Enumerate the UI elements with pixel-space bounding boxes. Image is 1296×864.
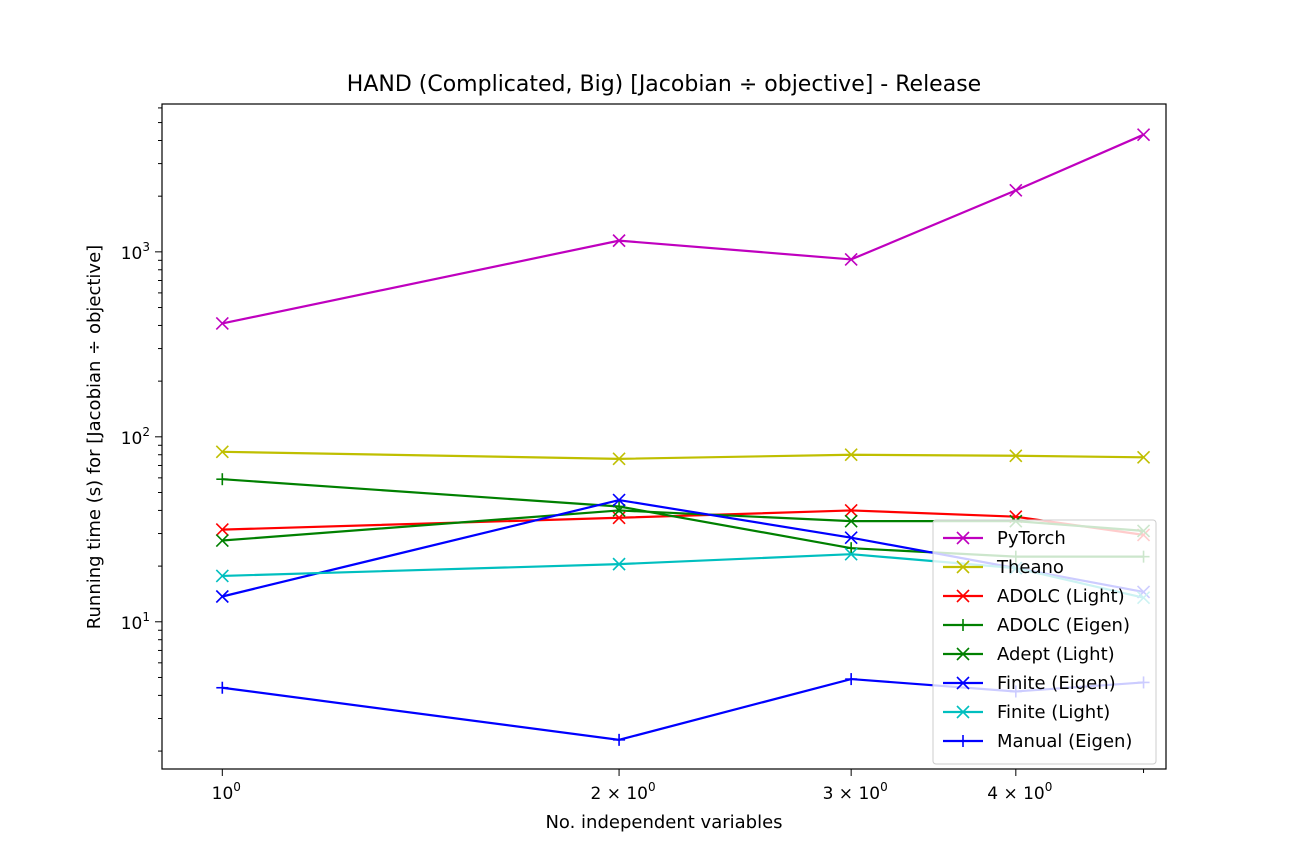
series-5-point-1 — [612, 493, 626, 507]
x-tick-label-0: 100 — [212, 780, 241, 804]
legend-marker — [956, 705, 970, 719]
series-1-point-4 — [1136, 450, 1151, 464]
legend-item-2: ADOLC (Light) — [943, 586, 1125, 607]
legend-label: ADOLC (Eigen) — [997, 615, 1130, 636]
series-4-point-2 — [844, 514, 858, 528]
legend-label: ADOLC (Light) — [997, 586, 1125, 607]
x-axis-label: No. independent variables — [545, 812, 782, 833]
series-1-point-3 — [1009, 449, 1023, 463]
series-6-point-1 — [612, 557, 626, 571]
series-0 — [215, 128, 1151, 331]
legend-item-6: Finite (Light) — [943, 702, 1110, 723]
legend-item-7: Manual (Eigen) — [943, 731, 1132, 752]
legend-item-1: Theano — [943, 557, 1064, 578]
chart-title: HAND (Complicated, Big) [Jacobian ÷ obje… — [347, 72, 981, 97]
series-4-point-0 — [215, 533, 229, 548]
legend-box — [932, 519, 1157, 765]
series-5-point-2 — [844, 531, 858, 545]
series-6-point-2 — [844, 547, 858, 561]
legend-label: PyTorch — [997, 528, 1066, 549]
legend-label: Finite (Eigen) — [997, 673, 1116, 694]
legend-marker — [956, 531, 970, 545]
legend-label: Theano — [996, 557, 1064, 578]
x-tick-label-1: 2 × 100 — [590, 780, 655, 804]
series-0-point-4 — [1136, 128, 1151, 142]
legend-item-4: Adept (Light) — [943, 644, 1115, 665]
series-2-point-0 — [215, 523, 229, 537]
y-tick-label-0: 101 — [121, 610, 150, 634]
y-axis-ticks: 101 102 103 — [121, 107, 162, 752]
x-axis-ticks: 100 2 × 100 3 × 100 4 × 100 — [212, 769, 1145, 804]
series-7-point-2 — [845, 673, 858, 686]
legend-marker — [956, 560, 970, 574]
series-0-point-1 — [612, 234, 626, 248]
y-tick-label-2: 103 — [121, 240, 150, 264]
legend-marker — [957, 735, 969, 747]
legend-marker — [956, 647, 970, 661]
series-1 — [215, 445, 1151, 466]
legend-marker — [956, 676, 970, 690]
x-tick-label-3: 4 × 100 — [987, 780, 1052, 804]
series-1-point-1 — [612, 452, 626, 466]
series-5-point-0 — [215, 589, 229, 604]
legend-item-0: PyTorch — [943, 528, 1066, 549]
legend-marker — [957, 619, 969, 631]
series-3-point-2 — [845, 542, 858, 555]
series-0-point-3 — [1009, 183, 1023, 197]
legend-marker — [956, 589, 970, 603]
series-1-point-2 — [844, 448, 858, 462]
legend-item-5: Finite (Eigen) — [943, 673, 1116, 694]
series-6-point-0 — [215, 569, 229, 583]
legend: PyTorch Theano ADOLC (Light) ADOLC (Eigen) A… — [932, 519, 1157, 765]
legend-label: Manual (Eigen) — [997, 731, 1132, 752]
series-7-point-0 — [216, 681, 229, 694]
series-3-point-0 — [216, 473, 229, 486]
series-0-point-0 — [215, 316, 229, 331]
series-2-point-2 — [844, 503, 858, 517]
series-1-point-0 — [215, 445, 229, 459]
legend-label: Adept (Light) — [997, 644, 1115, 665]
y-tick-label-1: 102 — [121, 425, 150, 449]
series-0-point-2 — [844, 252, 858, 266]
series-7-point-1 — [613, 733, 626, 746]
legend-label: Finite (Light) — [997, 702, 1110, 723]
plot-frame — [161, 103, 1167, 770]
y-axis-label: Running time (s) for [Jacobian ÷ objecti… — [84, 245, 105, 629]
x-tick-label-2: 3 × 100 — [823, 780, 888, 804]
series-4-point-1 — [612, 503, 626, 517]
legend-item-3: ADOLC (Eigen) — [943, 615, 1130, 636]
